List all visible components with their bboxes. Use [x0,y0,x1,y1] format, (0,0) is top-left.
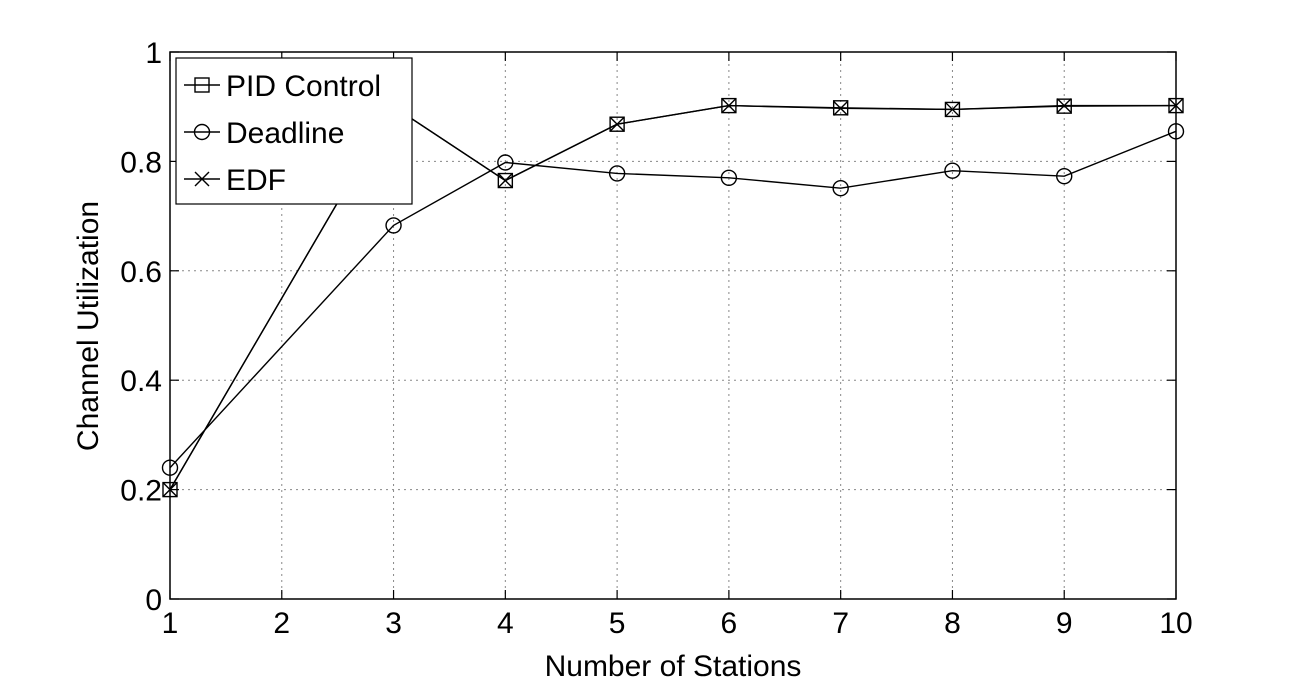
legend-marker [194,171,210,187]
x-tick-label: 9 [1056,607,1073,640]
data-point [385,217,402,234]
data-point [721,98,737,114]
data-point [832,180,849,197]
ticks: 1 2 3 4 5 6 7 8 9 10 0 0.2 0.4 0.6 0.8 1 [120,37,1192,640]
y-axis-label: Channel Utilization [72,201,105,451]
y-tick-label: 0.6 [120,256,162,289]
plot-frame [169,51,1177,600]
legend-entry: PID Control [184,70,381,103]
legend-entry: Deadline [184,117,344,150]
data-point [944,101,960,117]
data-point [1056,98,1072,114]
series-edf [162,98,1184,498]
data-point [609,116,625,132]
legend-label: EDF [226,164,286,197]
x-tick-label: 4 [497,607,514,640]
y-tick-label: 0.4 [120,365,162,398]
y-tick-label: 1 [145,37,162,70]
legend-marker [194,77,210,93]
data-point [497,173,513,189]
legend-entry: EDF [184,164,286,197]
x-tick-label: 2 [273,607,290,640]
legend-label: PID Control [226,70,381,103]
x-tick-label: 3 [385,607,402,640]
x-tick-label: 7 [832,607,849,640]
series-line [169,130,1177,469]
data-point [944,162,961,179]
x-axis-label: Number of Stations [545,650,802,683]
data-point [833,100,849,116]
data-point [608,165,626,182]
x-tick-label: 5 [609,607,626,640]
x-tick-label: 10 [1159,607,1192,640]
data-point [1056,167,1073,185]
x-tick-label: 8 [944,607,961,640]
series-deadline [161,123,1185,476]
legend-label: Deadline [226,117,344,150]
y-tick-label: 0.2 [120,475,162,508]
data-point [497,172,514,189]
data-point [720,169,738,187]
legend: PID Control Deadline EDF [175,57,413,205]
data-point [497,154,514,171]
x-tick-label: 1 [162,607,179,640]
y-tick-label: 0 [145,584,162,617]
x-tick-label: 6 [721,607,738,640]
y-tick-label: 0.8 [120,146,162,179]
data-point [609,116,625,132]
series-group [161,97,1185,498]
legend-marker [193,123,211,141]
